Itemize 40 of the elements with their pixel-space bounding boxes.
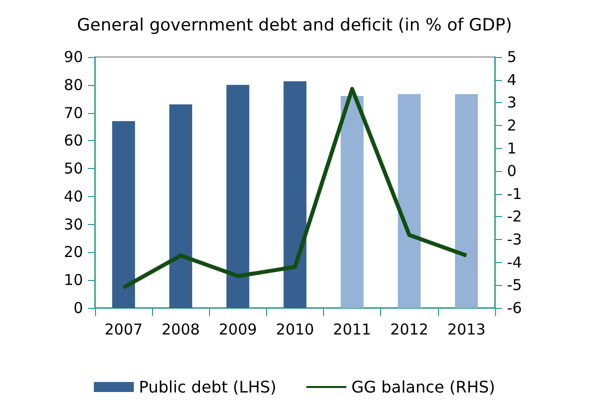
y2-tick-label: 2 <box>507 116 517 134</box>
y2-tick-label: 3 <box>507 94 517 112</box>
y-tick-label: 80 <box>64 76 83 94</box>
x-tick-label: 2008 <box>162 320 200 338</box>
legend-label: Public debt (LHS) <box>138 378 276 396</box>
bar <box>398 94 421 308</box>
y2-tick-label: -3 <box>507 230 522 249</box>
y2-tick-label: -2 <box>507 208 522 226</box>
y2-tick-label: 0 <box>507 162 517 180</box>
legend-label: GG balance (RHS) <box>351 378 496 396</box>
x-tick-label: 2007 <box>104 320 143 338</box>
y2-tick-label: 4 <box>507 70 517 89</box>
bar <box>169 104 192 308</box>
y-tick-label: 0 <box>73 299 83 317</box>
bar <box>226 84 250 308</box>
bar <box>340 96 364 308</box>
y-tick-label: 90 <box>64 48 83 66</box>
y-tick-label: 50 <box>64 160 83 178</box>
y2-tick-label: -5 <box>507 276 522 294</box>
bar <box>284 81 306 308</box>
x-tick-label: 2010 <box>276 320 314 338</box>
y2-tick-label: -6 <box>507 299 522 317</box>
bar <box>455 94 478 308</box>
y-tick-label: 30 <box>64 215 83 234</box>
y-tick-label: 40 <box>64 187 83 206</box>
x-tick-label: 2011 <box>333 320 372 338</box>
y2-tick-label: 1 <box>507 139 517 158</box>
x-tick-label: 2009 <box>218 320 257 338</box>
x-tick-label: 2012 <box>390 320 428 338</box>
x-tick-label: 2013 <box>447 320 486 338</box>
y-tick-label: 10 <box>64 271 83 290</box>
bar <box>112 121 135 308</box>
chart-title: General government debt and deficit (in % of GDP) <box>76 16 512 36</box>
line-series <box>122 86 468 290</box>
y-tick-label: 20 <box>64 243 83 262</box>
y2-tick-label: 5 <box>507 48 517 66</box>
y-tick-label: 60 <box>64 132 83 150</box>
y2-tick-label: -1 <box>507 184 522 203</box>
y2-tick-label: -4 <box>507 253 522 272</box>
y-tick-label: 70 <box>64 104 83 122</box>
